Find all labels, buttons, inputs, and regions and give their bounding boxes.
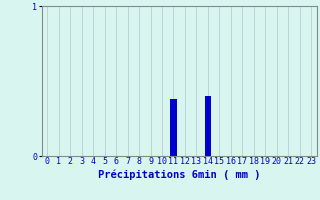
Bar — [170, 99, 177, 156]
Bar — [205, 96, 211, 156]
X-axis label: Précipitations 6min ( mm ): Précipitations 6min ( mm ) — [98, 169, 260, 180]
